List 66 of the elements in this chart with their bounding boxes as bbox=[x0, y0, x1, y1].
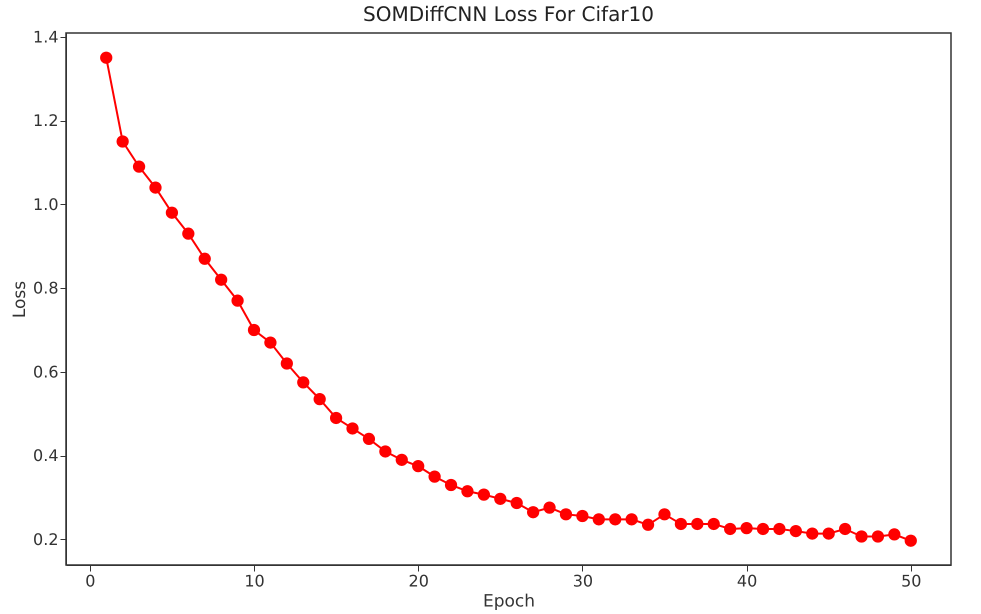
point bbox=[740, 522, 753, 534]
point bbox=[888, 528, 900, 541]
point bbox=[231, 294, 244, 307]
x-axis-title: Epoch bbox=[482, 592, 536, 612]
point bbox=[872, 530, 884, 543]
point bbox=[592, 513, 605, 526]
point bbox=[166, 206, 178, 219]
point bbox=[838, 522, 852, 536]
point bbox=[396, 454, 408, 466]
x-tick-label: 40 bbox=[736, 572, 758, 590]
point bbox=[264, 336, 277, 349]
point bbox=[149, 181, 162, 194]
point bbox=[626, 513, 638, 526]
point bbox=[773, 522, 786, 536]
point bbox=[379, 445, 392, 458]
point bbox=[428, 470, 441, 483]
y-tick-label: 0.2 bbox=[33, 530, 58, 549]
point bbox=[708, 518, 720, 530]
point bbox=[346, 422, 359, 435]
point bbox=[248, 324, 260, 336]
y-tick-label: 0.6 bbox=[33, 362, 58, 382]
y-tick-label: 1.2 bbox=[33, 111, 58, 130]
y-axis-title: Loss bbox=[10, 280, 30, 318]
point bbox=[658, 508, 671, 520]
point bbox=[198, 252, 211, 265]
point bbox=[461, 485, 474, 498]
y-tick-label: 0.8 bbox=[33, 278, 58, 298]
point bbox=[510, 496, 523, 510]
point bbox=[904, 534, 917, 547]
x-tick-label: 50 bbox=[901, 572, 922, 590]
point bbox=[822, 527, 835, 540]
x-tick-label: 10 bbox=[244, 572, 265, 590]
y-tick-label: 1.4 bbox=[33, 27, 58, 46]
point bbox=[330, 412, 342, 424]
point bbox=[724, 522, 736, 536]
point bbox=[855, 530, 868, 543]
y-tick-label: 1.0 bbox=[33, 194, 58, 214]
point bbox=[444, 478, 458, 492]
point bbox=[543, 502, 556, 514]
x-tick-label: 0 bbox=[85, 572, 96, 590]
point bbox=[132, 160, 146, 173]
point bbox=[478, 488, 490, 501]
point bbox=[674, 518, 688, 530]
point bbox=[362, 432, 376, 446]
point bbox=[576, 510, 589, 522]
point bbox=[412, 460, 424, 472]
x-tick-label: 20 bbox=[408, 572, 429, 590]
chart-title: SOMDiffCNN Loss For Cifar10 bbox=[363, 2, 654, 26]
point bbox=[182, 228, 194, 240]
point bbox=[100, 52, 112, 64]
y-tick-label: 0.4 bbox=[33, 446, 58, 466]
point bbox=[642, 518, 654, 531]
point bbox=[297, 376, 310, 388]
point bbox=[494, 492, 506, 505]
point bbox=[691, 518, 704, 530]
point bbox=[215, 274, 228, 286]
point bbox=[609, 513, 622, 526]
point bbox=[790, 524, 802, 538]
point bbox=[756, 522, 770, 536]
x-tick-label: 30 bbox=[572, 572, 594, 590]
point bbox=[314, 393, 326, 406]
point bbox=[280, 357, 293, 370]
point bbox=[527, 506, 540, 518]
point bbox=[116, 135, 129, 148]
point bbox=[560, 508, 572, 520]
point bbox=[806, 527, 818, 540]
